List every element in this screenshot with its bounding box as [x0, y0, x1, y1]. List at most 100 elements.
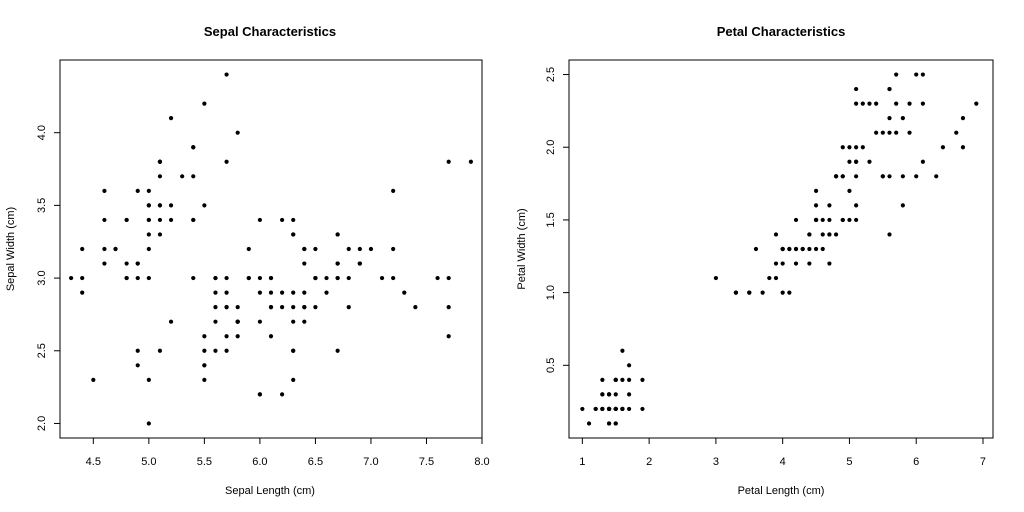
petal-data-point [613, 377, 618, 382]
petal-data-point [854, 145, 859, 150]
sepal-data-point [313, 275, 318, 281]
sepal-data-point [213, 319, 218, 324]
sepal-y-axis-label: Sepal Width (cm) [5, 207, 17, 291]
petal-x-tick-label: 2 [646, 456, 652, 468]
sepal-data-point [446, 159, 451, 164]
sepal-data-point [235, 130, 240, 135]
sepal-data-point [146, 232, 151, 237]
sepal-data-point [146, 377, 151, 382]
petal-data-point [900, 174, 905, 179]
sepal-data-point [291, 377, 296, 382]
sepal-data-point [268, 334, 274, 339]
petal-data-point [753, 246, 759, 252]
petal-data-point [793, 217, 799, 223]
sepal-data-point [468, 159, 473, 164]
sepal-data-point [124, 275, 129, 281]
petal-data-point [813, 188, 819, 193]
petal-data-point [854, 203, 859, 208]
petal-data-point [974, 101, 979, 106]
petal-data-point [920, 101, 925, 106]
petal-data-point [847, 188, 852, 193]
sepal-data-point [157, 174, 163, 179]
petal-data-point [934, 174, 939, 179]
petal-data-point [867, 159, 872, 164]
sepal-x-tick-label: 5.0 [141, 456, 156, 468]
sepal-data-point [257, 290, 262, 295]
sepal-data-point [135, 363, 140, 368]
sepal-data-point [135, 261, 140, 266]
sepal-x-tick-label: 7.5 [419, 456, 434, 468]
sepal-data-point [291, 217, 296, 223]
sepal-data-point [313, 246, 318, 252]
petal-data-point [907, 101, 912, 106]
sepal-plot-frame [59, 59, 483, 439]
sepal-x-tick-label: 8.0 [474, 456, 489, 468]
petal-x-tick-label: 5 [846, 456, 852, 468]
sepal-data-point [224, 334, 229, 339]
sepal-data-point [91, 377, 96, 382]
petal-x-tick-label: 6 [913, 456, 919, 468]
sepal-data-point [446, 275, 451, 281]
sepal-x-tick-label: 5.5 [197, 456, 212, 468]
sepal-data-point [291, 232, 296, 237]
petal-data-point [900, 203, 905, 208]
sepal-data-point [324, 290, 329, 295]
sepal-data-point [80, 246, 85, 252]
sepal-data-point [246, 275, 251, 281]
sepal-data-point [302, 305, 307, 310]
petal-data-point [606, 392, 612, 397]
sepal-data-point [146, 203, 151, 208]
sepal-data-point [168, 203, 174, 208]
sepal-data-point [235, 305, 240, 310]
petal-y-tick-label: 2.0 [545, 140, 557, 155]
petal-data-point [847, 159, 852, 164]
sepal-x-tick-label: 6.0 [252, 456, 267, 468]
petal-data-point [854, 217, 859, 223]
sepal-data-point [191, 145, 196, 150]
petal-x-tick-label: 1 [579, 456, 585, 468]
petal-x-axis-label: Petal Length (cm) [738, 485, 825, 497]
petal-data-point [874, 101, 879, 106]
sepal-data-point [324, 275, 329, 281]
sepal-data-point [280, 290, 285, 295]
sepal-data-point [357, 261, 362, 266]
petal-data-point [780, 246, 785, 252]
petal-data-point [854, 174, 859, 179]
sepal-data-point [135, 188, 140, 193]
sepal-data-point [202, 101, 207, 106]
sepal-plot-title: Sepal Characteristics [204, 24, 336, 39]
sepal-y-tick-label: 2.5 [36, 343, 48, 358]
sepal-data-point [224, 72, 229, 77]
petal-data-point [780, 261, 785, 266]
petal-x-tick-label: 3 [713, 456, 719, 468]
sepal-data-point [168, 319, 174, 324]
sepal-data-point [157, 203, 163, 208]
sepal-data-point [224, 290, 229, 295]
petal-data-point [827, 217, 832, 223]
sepal-y-tick-label: 2.0 [36, 416, 48, 431]
petal-y-tick-label: 1.0 [545, 285, 557, 300]
sepal-data-point [180, 174, 185, 179]
petal-data-point [827, 203, 832, 208]
petal-points [580, 72, 979, 426]
sepal-data-point [191, 174, 196, 179]
sepal-data-point [246, 246, 251, 252]
sepal-data-point [291, 305, 296, 310]
sepal-data-point [146, 217, 151, 223]
sepal-data-point [291, 348, 296, 353]
sepal-data-point [191, 275, 196, 281]
sepal-data-point [391, 188, 396, 193]
petal-data-point [606, 421, 612, 426]
sepal-data-point [157, 217, 163, 223]
sepal-data-point [124, 261, 129, 266]
petal-data-point [914, 174, 919, 179]
petal-data-point [907, 130, 912, 135]
sepal-data-point [413, 305, 418, 310]
petal-data-point [800, 246, 805, 252]
sepal-data-point [257, 319, 262, 324]
petal-data-point [867, 101, 872, 106]
petal-data-point [960, 116, 966, 121]
sepal-data-point [257, 392, 262, 397]
sepal-data-point [102, 261, 107, 266]
petal-data-point [620, 406, 625, 412]
